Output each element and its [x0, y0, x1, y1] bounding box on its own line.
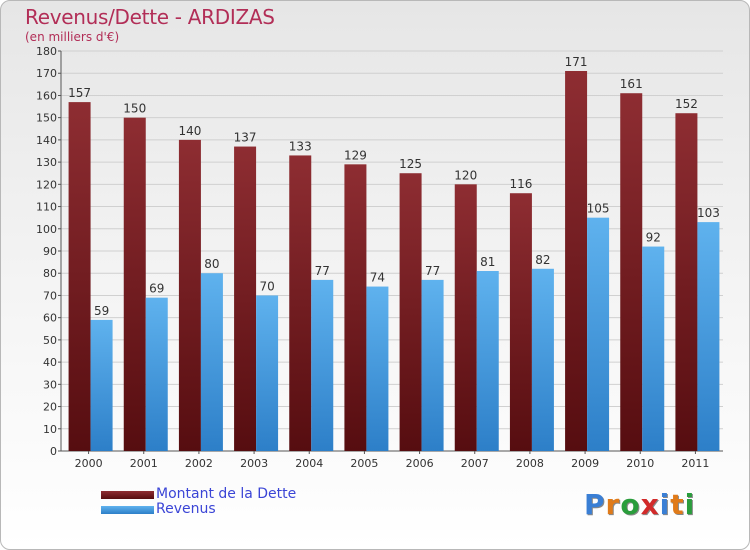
bar-revenus — [642, 246, 665, 451]
logo-letter: P — [584, 488, 606, 521]
data-label-dette: 152 — [675, 97, 698, 111]
x-tick-label: 2000 — [75, 457, 103, 470]
x-tick-label: 2006 — [406, 457, 434, 470]
y-tick-label: 160 — [36, 89, 57, 102]
data-label-dette: 140 — [178, 124, 201, 138]
bar-revenus — [421, 279, 444, 451]
data-label-revenus: 103 — [697, 206, 720, 220]
y-tick-label: 10 — [43, 423, 57, 436]
x-tick-label: 2009 — [571, 457, 599, 470]
y-tick-label: 110 — [36, 201, 57, 214]
proxiti-logo: Proxiti — [584, 488, 695, 521]
data-label-dette: 116 — [509, 177, 532, 191]
page-subtitle: (en milliers d'€) — [25, 30, 120, 44]
legend-label-dette: Montant de la Dette — [156, 486, 297, 502]
axes: 0 10 20 30 40 50 60 70 80 90 100 110 120 130 140 150 160… — [36, 45, 723, 470]
bar-revenus — [531, 268, 554, 451]
bar-dette — [509, 193, 532, 451]
y-tick-label: 150 — [36, 112, 57, 125]
data-label-revenus: 105 — [587, 202, 610, 216]
x-tick-label: 2005 — [350, 457, 378, 470]
bar-dette — [178, 139, 201, 451]
data-label-revenus: 59 — [94, 304, 109, 318]
y-tick-label: 80 — [43, 267, 57, 280]
y-tick-label: 70 — [43, 289, 57, 302]
bar-revenus — [145, 297, 168, 451]
y-tick-label: 90 — [43, 245, 57, 258]
legend-swatch-revenus — [101, 506, 154, 514]
y-tick-label: 60 — [43, 312, 57, 325]
data-label-revenus: 69 — [149, 282, 164, 296]
data-label-dette: 125 — [399, 157, 422, 171]
page-title: Revenus/Dette - ARDIZAS — [25, 5, 275, 29]
data-label-dette: 120 — [454, 168, 477, 182]
logo-letter: x — [640, 488, 660, 521]
bar-dette — [675, 113, 698, 451]
y-tick-label: 20 — [43, 401, 57, 414]
y-tick-label: 130 — [36, 156, 57, 169]
data-label-revenus: 77 — [425, 264, 440, 278]
data-label-revenus: 70 — [259, 279, 274, 293]
x-tick-label: 2007 — [461, 457, 489, 470]
bar-dette — [565, 71, 588, 451]
y-tick-label: 0 — [50, 445, 57, 458]
bar-dette — [344, 164, 367, 452]
data-label-revenus: 92 — [646, 231, 661, 245]
data-label-revenus: 80 — [204, 257, 219, 271]
data-label-dette: 133 — [289, 139, 312, 153]
y-tick-label: 140 — [36, 134, 57, 147]
bar-revenus — [200, 273, 223, 451]
bar-dette — [68, 102, 91, 451]
x-tick-label: 2008 — [516, 457, 544, 470]
data-label-revenus: 81 — [480, 255, 495, 269]
data-label-revenus: 74 — [370, 271, 385, 285]
data-label-dette: 157 — [68, 86, 91, 100]
x-tick-label: 2001 — [130, 457, 158, 470]
y-tick-label: 170 — [36, 67, 57, 80]
bar-revenus — [366, 286, 389, 451]
bar-revenus — [697, 222, 720, 451]
legend-label-revenus: Revenus — [156, 501, 216, 517]
y-tick-label: 30 — [43, 378, 57, 391]
data-label-dette: 137 — [234, 131, 257, 145]
y-tick-label: 50 — [43, 334, 57, 347]
logo-letter: i — [684, 488, 696, 521]
logo-letter: o — [620, 488, 641, 521]
bar-revenus — [587, 217, 610, 451]
y-tick-label: 40 — [43, 356, 57, 369]
y-tick-label: 100 — [36, 223, 57, 236]
bars — [68, 71, 720, 452]
x-tick-label: 2004 — [295, 457, 323, 470]
bar-revenus — [90, 319, 113, 451]
bar-dette — [234, 146, 257, 452]
bar-revenus — [256, 295, 279, 451]
bar-revenus — [311, 279, 334, 451]
bar-dette — [399, 173, 422, 451]
data-label-revenus: 77 — [315, 264, 330, 278]
data-label-revenus: 82 — [535, 253, 550, 267]
bar-dette — [289, 155, 312, 451]
data-label-dette: 171 — [565, 55, 588, 69]
logo-letter: i — [659, 488, 671, 521]
bar-dette — [620, 93, 643, 451]
data-labels: 157 59 150 69 140 80 137 70 133 77 129 74 125 77 120 81… — [68, 55, 720, 318]
x-tick-label: 2003 — [240, 457, 268, 470]
x-tick-label: 2002 — [185, 457, 213, 470]
x-tick-label: 2010 — [626, 457, 654, 470]
data-label-dette: 161 — [620, 77, 643, 91]
logo-letter: t — [670, 488, 685, 521]
x-tick-label: 2011 — [681, 457, 709, 470]
data-label-dette: 129 — [344, 148, 367, 162]
y-tick-label: 180 — [36, 45, 57, 58]
bar-dette — [454, 184, 477, 452]
bar-dette — [123, 117, 146, 452]
data-label-dette: 150 — [123, 102, 146, 116]
legend-swatch-dette — [101, 491, 154, 499]
y-tick-label: 120 — [36, 178, 57, 191]
logo-letter: r — [605, 488, 621, 521]
bar-revenus — [476, 271, 499, 451]
